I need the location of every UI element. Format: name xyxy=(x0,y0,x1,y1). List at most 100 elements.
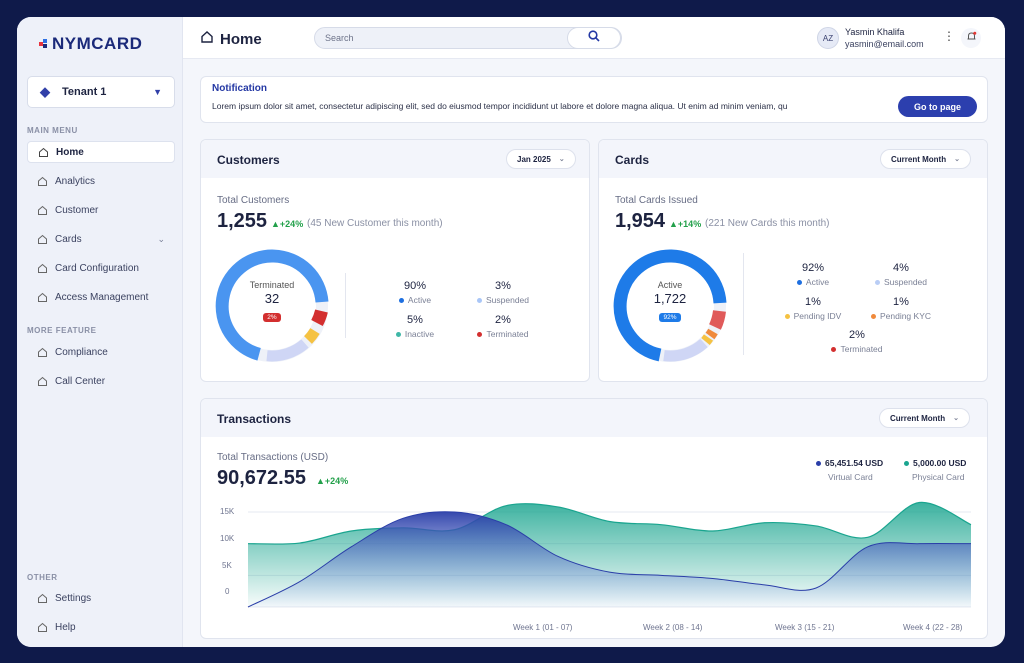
x-tick-label: Week 4 (22 - 28) xyxy=(903,623,963,632)
more-options-icon[interactable]: ⋮ xyxy=(943,29,955,43)
page-title-text: Home xyxy=(220,30,262,48)
legend-label: Suspended xyxy=(883,277,927,287)
bell-icon xyxy=(966,29,977,47)
cards-period-dropdown[interactable]: Current Month ⌄ xyxy=(880,149,971,169)
sidebar-item-label: Home xyxy=(56,146,84,158)
period-label: Jan 2025 xyxy=(517,154,551,164)
logo[interactable]: NYMCARD xyxy=(39,34,142,54)
donut-center-value: 32 xyxy=(264,291,280,306)
notification-bell-button[interactable] xyxy=(961,28,981,48)
home-icon xyxy=(37,622,48,633)
app-window: NYMCARD ◆ Tenant 1 ▼ MAIN MENU Home Anal… xyxy=(17,17,1005,647)
legend-dot xyxy=(395,331,401,337)
legend-item-active: Active xyxy=(370,295,460,305)
avatar[interactable]: AZ xyxy=(817,27,839,49)
caret-down-icon: ▼ xyxy=(153,87,162,97)
legend-dot xyxy=(874,279,880,285)
legend-dot xyxy=(398,297,404,303)
sidebar-item-home[interactable]: Home xyxy=(27,141,175,163)
legend-item-inactive: Inactive xyxy=(370,329,460,339)
legend-item-suspended: Suspended xyxy=(856,277,946,287)
home-icon xyxy=(37,593,48,604)
legend-pct-active: 92% xyxy=(801,262,825,274)
customers-period-dropdown[interactable]: Jan 2025 ⌄ xyxy=(506,149,576,169)
chevron-down-icon[interactable]: ⌄ xyxy=(157,233,165,244)
physical-card-total: 5,000.00 USD xyxy=(904,458,966,468)
sidebar-item-settings[interactable]: Settings xyxy=(27,587,175,609)
sidebar-item-call-center[interactable]: Call Center xyxy=(27,370,175,392)
cards-card-header: Cards Current Month ⌄ xyxy=(599,140,987,178)
sidebar-item-cards[interactable]: Cards ⌄ xyxy=(27,228,175,250)
legend-label: Inactive xyxy=(404,329,435,339)
sidebar-item-help[interactable]: Help xyxy=(27,616,175,638)
donut-segment-pending-kyc xyxy=(705,328,718,340)
donut-center-value: 1,722 xyxy=(653,291,687,306)
tenant-selector[interactable]: ◆ Tenant 1 ▼ xyxy=(27,76,175,108)
transactions-area-chart xyxy=(247,501,972,608)
notification-banner: Notification Lorem ipsum dolor sit amet,… xyxy=(200,76,988,123)
sidebar-item-label: Analytics xyxy=(55,175,96,187)
cards-card: Cards Current Month ⌄ Total Cards Issued… xyxy=(598,139,988,382)
chevron-down-icon: ⌄ xyxy=(558,156,565,163)
sidebar-item-label: Compliance xyxy=(55,346,108,358)
y-tick-label: 0 xyxy=(225,587,230,596)
sidebar-item-card-configuration[interactable]: Card Configuration xyxy=(27,257,175,279)
chevron-down-icon: ⌄ xyxy=(954,156,960,163)
search-icon xyxy=(588,29,600,47)
home-icon xyxy=(200,30,214,48)
customers-delta-value: +24% xyxy=(279,219,304,229)
cards-delta: ▲+14% xyxy=(669,219,702,229)
search-button[interactable] xyxy=(567,27,621,49)
tenant-icon: ◆ xyxy=(40,84,50,99)
cards-donut-chart xyxy=(613,249,727,362)
legend-item-terminated: Terminated xyxy=(812,344,902,354)
divider xyxy=(345,273,346,338)
sidebar-item-analytics[interactable]: Analytics xyxy=(27,170,175,192)
legend-dot xyxy=(476,297,482,303)
donut-segment-terminated xyxy=(709,310,726,330)
total-customers-value: 1,255 xyxy=(217,210,268,232)
customers-donut-center: Terminated 32 2% xyxy=(232,280,312,324)
go-to-page-button[interactable]: Go to page xyxy=(898,96,977,117)
customers-delta: ▲+24% xyxy=(271,219,304,229)
main-menu-label: MAIN MENU xyxy=(27,126,78,135)
cards-delta-note: (221 New Cards this month) xyxy=(705,218,830,229)
home-icon xyxy=(37,292,48,303)
home-icon xyxy=(37,234,48,245)
sidebar-item-label: Cards xyxy=(55,233,82,245)
transactions-card: Transactions Current Month ⌄ Total Trans… xyxy=(200,398,988,639)
series-line-virtual-card xyxy=(247,511,972,608)
home-icon xyxy=(37,176,48,187)
donut-segment-suspended xyxy=(266,339,309,362)
top-header: Home AZ Yasmin Khalifa yasmin@email.com … xyxy=(183,17,1005,59)
donut-segment-inactive xyxy=(303,328,320,344)
physical-card-value: 5,000.00 USD xyxy=(913,458,967,468)
legend-label: Suspended xyxy=(485,295,529,305)
series-line-physical-card xyxy=(247,501,972,545)
cards-title: Cards xyxy=(615,153,650,167)
sidebar-item-compliance[interactable]: Compliance xyxy=(27,341,175,363)
series-area-virtual-card xyxy=(248,511,971,607)
search-input[interactable] xyxy=(325,33,565,43)
sidebar-item-label: Customer xyxy=(55,204,99,216)
y-tick-label: 5K xyxy=(222,561,232,570)
sidebar-item-access-management[interactable]: Access Management xyxy=(27,286,175,308)
period-label: Current Month xyxy=(891,154,947,164)
physical-card-label: Physical Card xyxy=(912,472,965,482)
customers-title: Customers xyxy=(217,153,280,167)
sidebar-item-customer[interactable]: Customer xyxy=(27,199,175,221)
cards-donut-center: Active 1,722 92% xyxy=(630,280,710,324)
sidebar-item-label: Call Center xyxy=(55,375,106,387)
legend-item-pending-idv: Pending IDV xyxy=(768,311,858,321)
total-cards-label: Total Cards Issued xyxy=(615,195,698,206)
transactions-period-dropdown[interactable]: Current Month ⌄ xyxy=(879,408,970,428)
legend-pct-inactive: 5% xyxy=(407,314,423,326)
legend-label: Pending KYC xyxy=(879,311,932,321)
transactions-title: Transactions xyxy=(217,412,292,426)
legend-label: Active xyxy=(805,277,830,287)
page-title: Home xyxy=(200,30,262,48)
home-icon xyxy=(37,205,48,216)
virtual-card-label: Virtual Card xyxy=(828,472,873,482)
donut-center-label: Active xyxy=(657,280,683,290)
legend-dot xyxy=(816,460,821,466)
